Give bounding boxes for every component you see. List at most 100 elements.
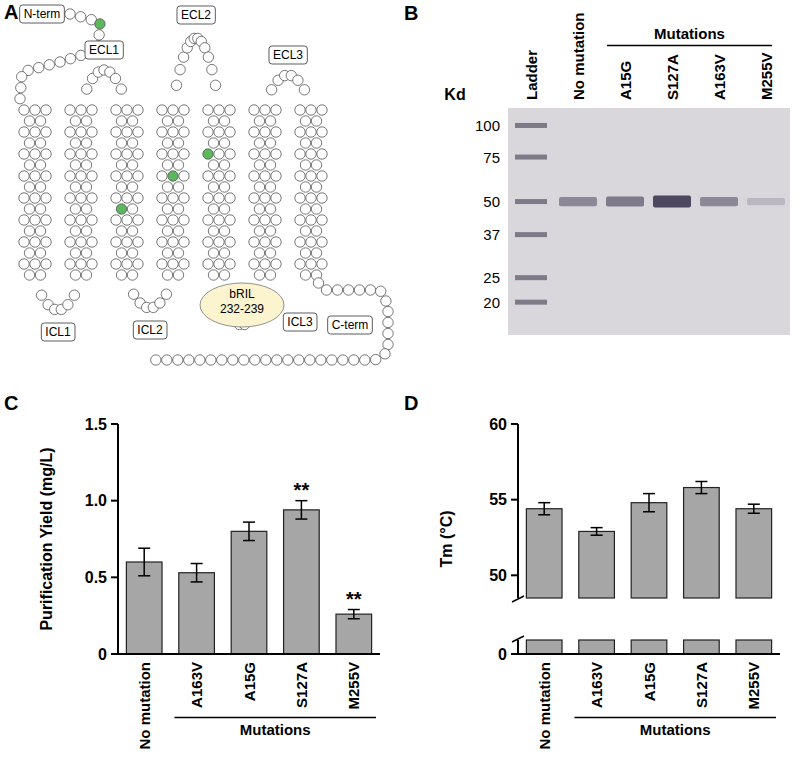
- residue: [65, 259, 75, 269]
- residue: [24, 226, 34, 236]
- residue: [295, 105, 305, 115]
- residue: [317, 105, 327, 115]
- residue: [168, 193, 178, 203]
- axis-break: [512, 636, 524, 642]
- residue: [295, 237, 305, 247]
- error-bar: [143, 548, 145, 576]
- residue: [133, 193, 143, 203]
- residue: [249, 193, 259, 203]
- residue: [354, 285, 364, 295]
- residue: [162, 248, 172, 258]
- residue: [76, 171, 86, 181]
- y-tick-label: 60: [489, 416, 507, 433]
- y-tick-label: 1.5: [85, 416, 107, 433]
- residue: [35, 182, 45, 192]
- bar: [526, 640, 562, 654]
- residue: [30, 237, 40, 247]
- residue: [162, 160, 172, 170]
- residue: [133, 215, 143, 225]
- residue: [300, 248, 310, 258]
- residue: [203, 171, 213, 181]
- residue: [219, 116, 229, 126]
- residue: [225, 105, 235, 115]
- residue: [55, 57, 65, 67]
- residue: [217, 355, 227, 365]
- residue: [87, 237, 97, 247]
- residue: [203, 127, 213, 137]
- significance: **: [294, 479, 310, 501]
- residue: [254, 160, 264, 170]
- residue: [317, 149, 327, 159]
- residue: [254, 248, 264, 258]
- residue: [311, 182, 321, 192]
- residue: [168, 259, 178, 269]
- error-bar: [196, 564, 198, 582]
- residue: [214, 193, 224, 203]
- residue: [127, 248, 137, 258]
- group-line: [574, 717, 776, 719]
- marks: [126, 501, 371, 654]
- error-cap: [591, 527, 603, 529]
- ladder-band: [515, 199, 547, 204]
- residue: [162, 138, 172, 148]
- region-label: ECL1: [89, 43, 119, 57]
- bar: [579, 531, 615, 598]
- residue: [19, 171, 29, 181]
- panel-a: AbRIL232-239N-termECL1ECL2ECL3ICL1ICL2IC…: [4, 1, 393, 365]
- residue: [179, 237, 189, 247]
- residue: [254, 116, 264, 126]
- error-cap: [191, 563, 203, 565]
- residue: [65, 127, 75, 137]
- residue: [81, 160, 91, 170]
- residue: [317, 171, 327, 181]
- error-cap: [643, 493, 655, 495]
- bar: [336, 614, 372, 654]
- group-label: Mutations: [640, 721, 711, 738]
- residue: [65, 171, 75, 181]
- residue: [239, 355, 249, 365]
- error-cap: [138, 575, 150, 577]
- residue: [162, 116, 172, 126]
- residue: [265, 160, 275, 170]
- residue: [261, 355, 271, 365]
- residue: [157, 127, 167, 137]
- residue: [371, 354, 381, 364]
- residue: [203, 105, 213, 115]
- residue: [24, 160, 34, 170]
- residue: [168, 171, 178, 181]
- residue: [316, 355, 326, 365]
- ladder-band: [515, 275, 547, 280]
- residue: [203, 259, 213, 269]
- region-label: ICL3: [287, 315, 313, 329]
- region-box: [269, 46, 307, 64]
- residue: [311, 116, 321, 126]
- residue: [327, 355, 337, 365]
- y-tick-label: 0: [98, 646, 107, 663]
- residue: [87, 171, 97, 181]
- residue: [19, 127, 29, 137]
- residue: [214, 237, 224, 247]
- residue: [219, 270, 229, 280]
- group-line: [607, 45, 772, 47]
- residue: [122, 127, 132, 137]
- residue: [179, 193, 189, 203]
- residue: [260, 171, 270, 181]
- residue: [179, 171, 189, 181]
- residue: [173, 355, 183, 365]
- panel-d: D0505560Tm (°C)No mutationA163VA15GS127A…: [404, 392, 780, 750]
- residue: [219, 138, 229, 148]
- residue: [179, 215, 189, 225]
- residue: [271, 127, 281, 137]
- residue: [173, 204, 183, 214]
- residue: [360, 355, 370, 365]
- residue: [155, 298, 165, 308]
- residue: [271, 149, 281, 159]
- residue: [162, 226, 172, 236]
- residue: [111, 149, 121, 159]
- residue: [17, 72, 27, 82]
- residue: [338, 355, 348, 365]
- y-axis: [117, 424, 119, 654]
- residue: [271, 259, 281, 269]
- residue: [161, 289, 171, 299]
- residue: [383, 306, 393, 316]
